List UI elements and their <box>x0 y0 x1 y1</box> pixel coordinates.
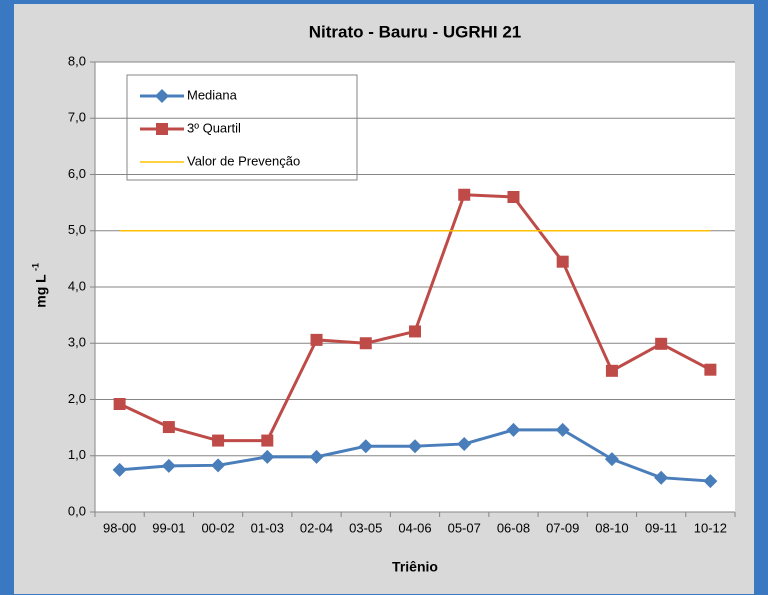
x-tick-label: 98-00 <box>103 520 136 535</box>
point <box>155 89 169 103</box>
point <box>556 255 569 268</box>
point <box>457 436 472 451</box>
x-tick-label: 10-12 <box>694 520 727 535</box>
legend-label: Valor de Prevenção <box>187 153 300 168</box>
point <box>655 337 668 350</box>
point <box>604 452 619 467</box>
x-tick-label: 99-01 <box>152 520 185 535</box>
y-tick-label: 1,0 <box>68 447 86 462</box>
y-tick-label: 7,0 <box>68 110 86 125</box>
point <box>654 470 669 485</box>
point <box>260 449 275 464</box>
y-tick-label: 2,0 <box>68 391 86 406</box>
point <box>359 337 372 350</box>
point <box>703 474 718 489</box>
point <box>156 123 168 135</box>
y-axis-label: mg L <box>33 274 49 308</box>
point <box>704 363 717 376</box>
legend-label: Mediana <box>187 87 238 102</box>
point <box>162 421 175 434</box>
point <box>409 325 421 338</box>
x-tick-label: 04-06 <box>398 520 431 535</box>
point <box>261 434 274 447</box>
x-tick-label: 08-10 <box>595 520 628 535</box>
point <box>408 439 422 454</box>
point <box>458 188 471 201</box>
point <box>310 333 323 346</box>
point <box>507 191 520 203</box>
x-tick-label: 00-02 <box>201 520 234 535</box>
point <box>555 422 570 437</box>
y-tick-label: 4,0 <box>68 278 86 293</box>
y-tick-label: 3,0 <box>68 335 86 350</box>
x-tick-label: 05-07 <box>448 520 481 535</box>
y-tick-label: 6,0 <box>68 166 86 181</box>
x-tick-label: 09-11 <box>645 520 677 535</box>
y-tick-label: 8,0 <box>68 53 86 68</box>
x-tick-label: 01-03 <box>251 520 284 535</box>
point <box>161 458 176 473</box>
y-tick-label: 0,0 <box>68 503 86 518</box>
x-tick-label: 03-05 <box>349 520 382 535</box>
point <box>506 422 521 437</box>
x-axis-label: Triênio <box>392 559 438 575</box>
y-axis-label-group: mg L -1 <box>30 263 48 308</box>
x-tick-label: 06-08 <box>497 520 530 535</box>
point <box>211 458 226 473</box>
point <box>112 462 127 477</box>
legend-label: 3º Quartil <box>187 120 241 135</box>
point <box>309 449 324 464</box>
point <box>605 364 618 377</box>
point <box>113 398 126 410</box>
chart-title: Nitrato - Bauru - UGRHI 21 <box>309 22 522 41</box>
y-tick-label: 5,0 <box>68 222 86 237</box>
y-axis-label-sup: -1 <box>30 263 40 271</box>
point <box>358 439 373 454</box>
x-tick-label: 07-09 <box>546 520 579 535</box>
point <box>212 434 225 447</box>
x-tick-label: 02-04 <box>300 520 333 535</box>
